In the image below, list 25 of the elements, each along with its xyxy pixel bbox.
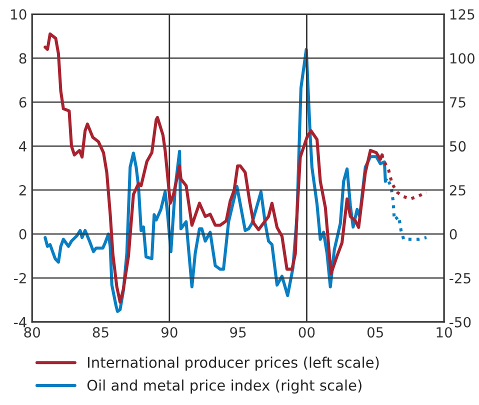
y2-tick-label: -25: [450, 272, 470, 284]
x-tick-label: 05: [367, 327, 383, 338]
y-tick-label: 8: [19, 53, 26, 64]
y-tick-label: 4: [19, 141, 26, 152]
legend-label: International producer prices (left scale): [88, 356, 379, 371]
y2-tick-label: 50: [450, 141, 466, 152]
x-tick-label: 90: [161, 327, 178, 338]
y-tick-label: -4: [14, 317, 26, 328]
y-tick-label: -2: [14, 272, 26, 284]
y2-tick-label: -50: [450, 316, 471, 328]
y-tick-label: 10: [11, 9, 26, 20]
y2-tick-label: 100: [450, 53, 474, 64]
y-tick-label: 2: [19, 185, 26, 196]
y2-tick-label: 25: [450, 185, 466, 196]
y2-tick-label: 125: [450, 9, 474, 20]
x-tick-label: 10: [436, 327, 452, 338]
y-tick-label: 0: [19, 229, 26, 240]
x-tick-label: 85: [92, 327, 108, 338]
legend-label: Oil and metal price index (right scale): [87, 380, 362, 394]
y-tick-label: 6: [19, 97, 26, 108]
y2-tick-label: 75: [450, 97, 466, 108]
x-tick-label: 80: [24, 327, 40, 338]
y2-tick-label: 0: [450, 229, 457, 240]
x-tick-label: 95: [230, 327, 246, 338]
x-tick-label: 00: [298, 327, 315, 338]
